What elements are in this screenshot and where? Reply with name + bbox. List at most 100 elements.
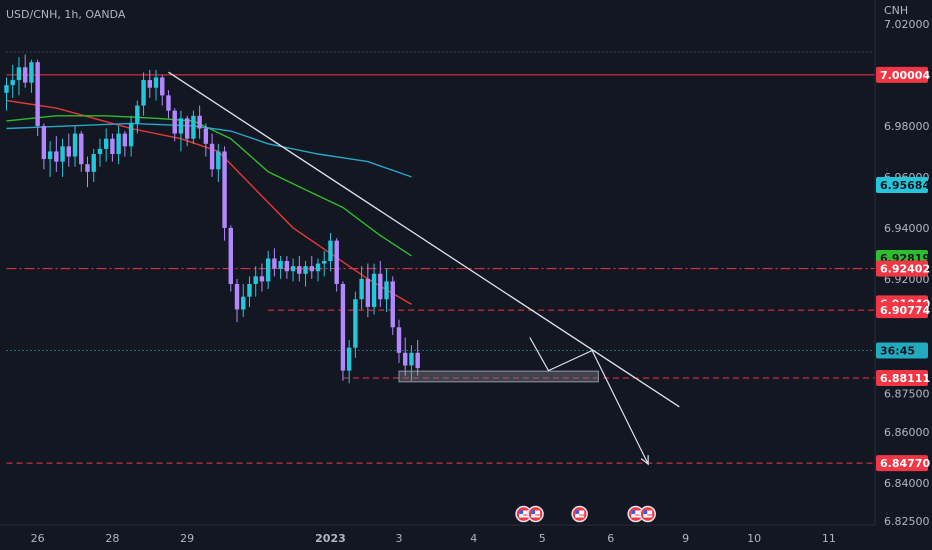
time-tick-label: 29 — [180, 532, 194, 545]
candle-62 — [390, 276, 395, 335]
svg-text:6.88111: 6.88111 — [880, 372, 930, 385]
candle-36 — [228, 225, 233, 292]
time-tick-label: 2023 — [315, 532, 346, 545]
candle-14 — [91, 148, 96, 183]
svg-text:6.95684: 6.95684 — [880, 179, 930, 192]
price-tag-red: 6.92402 — [876, 260, 930, 277]
candle-8 — [54, 136, 59, 172]
us-flag-event-icon[interactable] — [527, 505, 544, 523]
currency-label: CNH — [884, 4, 908, 17]
horizontal-levels-layer — [6, 51, 875, 464]
candle-11 — [72, 125, 78, 167]
candle-61 — [384, 268, 389, 313]
candle-9 — [60, 138, 65, 177]
candle-59 — [371, 263, 377, 315]
time-tick-label: 26 — [31, 532, 45, 545]
candle-63 — [396, 319, 402, 363]
price-tag-teal: 6.95684 — [876, 176, 930, 193]
candle-53 — [334, 238, 339, 292]
candle-15 — [97, 138, 103, 167]
candle-34 — [216, 143, 221, 183]
candle-56 — [353, 291, 358, 358]
candle-65 — [409, 345, 414, 381]
moving-average-ma_green — [6, 115, 412, 257]
candle-54 — [340, 281, 346, 381]
candle-30 — [191, 110, 196, 144]
candle-29 — [184, 115, 190, 147]
candle-39 — [247, 276, 252, 307]
price-tick-label: 6.82500 — [884, 515, 930, 528]
candle-3 — [22, 54, 28, 88]
candle-52 — [328, 232, 333, 272]
candle-2 — [16, 57, 22, 96]
us-flag-event-icon[interactable] — [639, 505, 656, 523]
chart-title: USD/CNH, 1h, OANDA — [6, 8, 126, 21]
candle-49 — [309, 255, 314, 279]
time-tick-label: 9 — [682, 532, 689, 545]
candle-35 — [222, 146, 227, 241]
candle-37 — [234, 278, 240, 323]
time-tick-label: 28 — [105, 532, 119, 545]
candle-7 — [47, 141, 53, 177]
candle-25 — [160, 74, 165, 106]
candle-27 — [172, 108, 177, 142]
price-tag-red: 6.84770 — [876, 455, 930, 472]
candle-31 — [197, 105, 202, 139]
candle-16 — [103, 128, 109, 162]
moving-average-ma_teal — [6, 122, 412, 178]
svg-text:36:45: 36:45 — [880, 344, 915, 357]
price-tick-label: 7.02000 — [884, 18, 930, 31]
us-flag-event-icon[interactable] — [571, 505, 588, 523]
candle-46 — [290, 258, 296, 282]
svg-text:6.84770: 6.84770 — [880, 457, 930, 470]
candle-18 — [116, 125, 121, 165]
time-axis[interactable]: 26 28 29 2023 3 4 5 6 9 10 11 — [31, 532, 836, 545]
moving-average-ma_red — [6, 99, 412, 306]
resistance-trendline[interactable] — [168, 71, 680, 408]
price-tick-label: 6.84000 — [884, 477, 930, 490]
time-tick-label: 4 — [470, 532, 477, 545]
price-tag-red: 6.88111 — [876, 369, 930, 386]
support-zone-rect[interactable] — [398, 370, 599, 383]
time-tick-label: 11 — [822, 532, 836, 545]
candle-6 — [41, 123, 47, 170]
time-tick-label: 5 — [539, 532, 546, 545]
candle-24 — [153, 69, 159, 101]
candle-10 — [66, 133, 71, 167]
candle-41 — [259, 263, 265, 292]
support-zone-layer — [398, 370, 599, 383]
candlesticks-layer — [4, 54, 420, 384]
candle-5 — [35, 59, 40, 137]
price-tag-red: 6.90774 — [876, 302, 930, 319]
candle-32 — [203, 123, 209, 157]
candle-48 — [303, 261, 308, 287]
projection-arrowhead — [640, 455, 649, 466]
candle-51 — [322, 250, 327, 277]
candle-21 — [135, 100, 140, 134]
projection-path[interactable] — [529, 337, 649, 465]
candle-42 — [265, 250, 271, 290]
price-tick-label: 6.87500 — [884, 388, 930, 401]
moving-averages-layer — [6, 99, 412, 306]
price-tick-label: 6.86000 — [884, 426, 930, 439]
candle-40 — [253, 266, 258, 297]
candle-26 — [166, 90, 171, 119]
event-markers-layer[interactable] — [515, 505, 656, 523]
candle-1 — [10, 64, 15, 98]
svg-text:7.00004: 7.00004 — [880, 69, 930, 82]
candle-17 — [110, 133, 115, 162]
price-tags-layer: 7.000046.956846.928196.924026.910406.907… — [876, 66, 930, 472]
candle-38 — [241, 283, 246, 318]
price-tag-red: 7.00004 — [876, 66, 930, 83]
candle-45 — [284, 255, 290, 279]
candle-66 — [415, 340, 420, 376]
time-tick-label: 10 — [747, 532, 761, 545]
candle-33 — [209, 133, 215, 177]
candle-57 — [359, 266, 364, 310]
candle-50 — [315, 258, 321, 282]
candle-60 — [378, 261, 383, 307]
drawings-layer[interactable] — [168, 71, 680, 466]
candle-44 — [278, 255, 283, 279]
us-flag-event-icon[interactable] — [627, 505, 644, 523]
